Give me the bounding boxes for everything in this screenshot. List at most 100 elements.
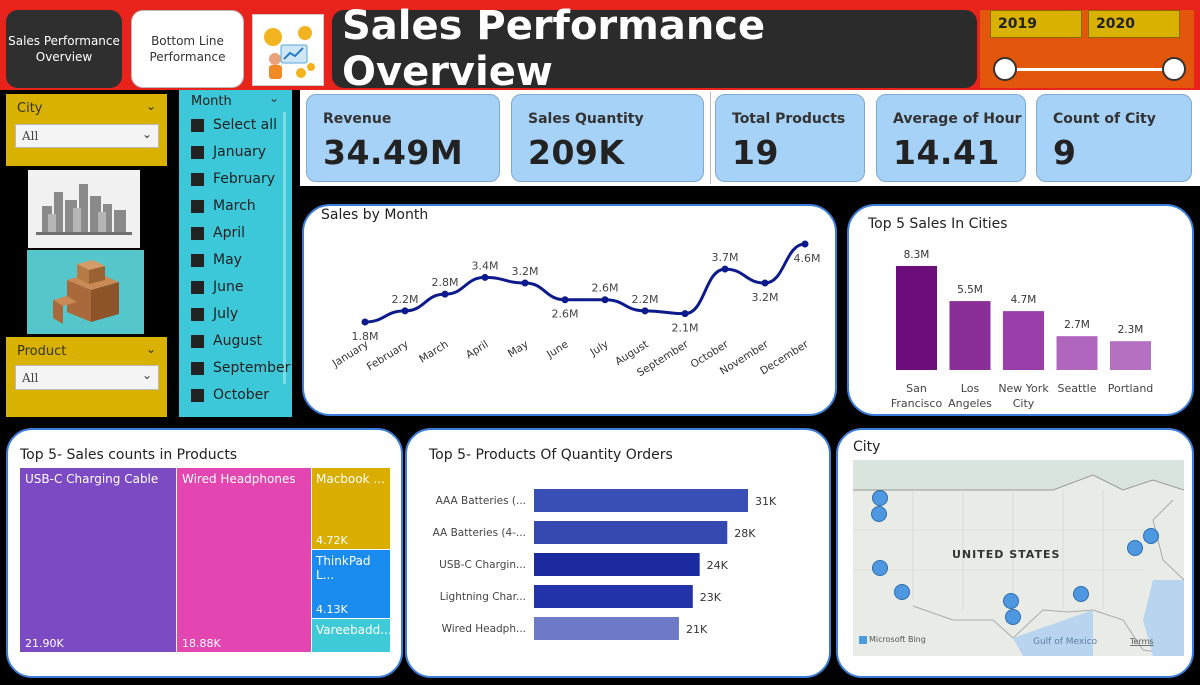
city-map-bubble[interactable] [872, 560, 888, 576]
sales-point-august[interactable] [641, 307, 649, 315]
month-option-march[interactable]: March [191, 198, 256, 214]
month-option-june[interactable]: June [191, 279, 244, 295]
product-dropdown[interactable]: All ⌄ [15, 365, 159, 390]
city-bar-3[interactable] [1056, 336, 1098, 370]
sales-point-may[interactable] [521, 279, 529, 287]
month-scrollbar[interactable] [283, 112, 286, 384]
treemap-cell-macbook[interactable]: Macbook ... 4.72K [312, 468, 390, 549]
sales-point-april[interactable] [481, 273, 489, 281]
nav-sales-performance-button[interactable]: Sales Performance Overview [6, 10, 122, 88]
quantity-orders-panel[interactable]: Top 5- Products Of Quantity Orders AAA B… [405, 428, 831, 678]
month-option-select-all[interactable]: Select all [191, 117, 277, 133]
month-option-september[interactable]: September [191, 360, 290, 376]
city-tick-label: New York [998, 382, 1049, 395]
city-map-bubble[interactable] [871, 506, 887, 522]
city-bar-1[interactable] [949, 301, 991, 370]
city-bar-4[interactable] [1110, 341, 1151, 370]
product-sales-treemap-panel[interactable]: Top 5- Sales counts in Products USB-C Ch… [6, 428, 403, 678]
month-checkbox[interactable] [191, 307, 204, 321]
sales-point-december[interactable] [801, 240, 809, 248]
city-tick-label: Angeles [948, 397, 992, 410]
month-checkbox[interactable] [191, 118, 204, 132]
sales-point-september[interactable] [681, 310, 689, 318]
kpi-divider [710, 92, 711, 184]
treemap-cell-thinkpad[interactable]: ThinkPad L... 4.13K [312, 550, 390, 618]
city-bar-label: 2.3M [1118, 324, 1144, 336]
month-option-july[interactable]: July [191, 306, 238, 322]
map-canvas[interactable]: UNITED STATES Gulf of Mexico Microsoft B… [853, 460, 1184, 656]
month-checkbox[interactable] [191, 199, 204, 213]
city-map-bubble[interactable] [872, 490, 888, 506]
sales-point-june[interactable] [561, 296, 569, 304]
month-option-label: February [213, 171, 276, 187]
treemap-cell-wired-headphones[interactable]: Wired Headphones 18.88K [177, 468, 311, 652]
city-tick-label: Los [961, 382, 980, 395]
treemap-cell-vareebadd[interactable]: Vareebadd... [312, 619, 392, 652]
product-collapse-chevron-icon[interactable]: ⌄ [146, 342, 157, 356]
city-map-bubble[interactable] [894, 584, 910, 600]
month-option-label: Select all [213, 117, 277, 133]
sales-point-february[interactable] [401, 307, 409, 315]
sales-by-month-panel[interactable]: Sales by Month 1.8M January 2.2M February 2.… [302, 204, 837, 416]
sales-point-january[interactable] [361, 318, 369, 326]
quantity-bar-4[interactable] [534, 617, 679, 640]
city-map-panel[interactable]: City UNITED STATES Gulf of Mexico Micros… [836, 428, 1194, 678]
sales-point-october[interactable] [721, 265, 729, 273]
treemap-cell-usb-c-name: USB-C Charging Cable [25, 472, 159, 486]
kpi-sales-quantity-label: Sales Quantity [528, 111, 644, 127]
city-dropdown[interactable]: All ⌄ [15, 124, 159, 148]
month-checkbox[interactable] [191, 361, 204, 375]
treemap-cell-usb-c[interactable]: USB-C Charging Cable 21.90K [20, 468, 176, 652]
year-slider-start-handle[interactable] [993, 57, 1017, 81]
month-option-october[interactable]: October [191, 387, 269, 403]
quantity-bar-1[interactable] [534, 521, 728, 544]
city-bar-0[interactable] [896, 266, 937, 370]
sales-data-label: 4.6M [794, 252, 821, 265]
city-collapse-chevron-icon[interactable]: ⌄ [146, 99, 157, 113]
product-dropdown-value: All [22, 370, 39, 385]
sales-month-tick: July [587, 338, 610, 359]
month-checkbox[interactable] [191, 388, 204, 402]
month-checkbox[interactable] [191, 280, 204, 294]
month-checkbox[interactable] [191, 172, 204, 186]
quantity-bar-0[interactable] [534, 489, 748, 512]
city-map-bubble[interactable] [1003, 593, 1019, 609]
quantity-bar-label: 31K [755, 495, 777, 508]
quantity-bar-2[interactable] [534, 553, 700, 576]
sales-point-november[interactable] [761, 279, 769, 287]
city-tick-label: Seattle [1058, 382, 1097, 395]
treemap-title: Top 5- Sales counts in Products [20, 447, 238, 463]
city-map-bubble[interactable] [1005, 609, 1021, 625]
city-map-bubble[interactable] [1127, 540, 1143, 556]
top-cities-panel[interactable]: Top 5 Sales In Cities 8.3M San Francisco 5.… [847, 204, 1194, 416]
city-bar-2[interactable] [1003, 311, 1044, 370]
quantity-tick-label: AA Batteries (4-... [433, 527, 526, 539]
year-start-box[interactable]: 2019 [990, 10, 1082, 38]
kpi-sales-quantity-value: 209K [528, 133, 625, 172]
year-end-box[interactable]: 2020 [1088, 10, 1180, 38]
month-option-august[interactable]: August [191, 333, 262, 349]
month-checkbox[interactable] [191, 226, 204, 240]
nav-bottom-line-button[interactable]: Bottom Line Performance [131, 10, 244, 88]
month-checkbox[interactable] [191, 253, 204, 267]
month-option-february[interactable]: February [191, 171, 275, 187]
kpi-revenue-label: Revenue [323, 111, 392, 127]
city-map-bubble[interactable] [1143, 528, 1159, 544]
sales-illustration-logo [252, 14, 324, 86]
month-option-may[interactable]: May [191, 252, 242, 268]
product-dropdown-chevron-icon: ⌄ [142, 368, 153, 382]
quantity-bar-3[interactable] [534, 585, 693, 608]
month-checkbox[interactable] [191, 334, 204, 348]
month-collapse-chevron-icon[interactable]: ⌄ [269, 91, 280, 105]
sales-point-july[interactable] [601, 296, 609, 304]
year-slider-track[interactable] [1006, 68, 1174, 71]
city-map-bubble[interactable] [1073, 586, 1089, 602]
kpi-card-sales-quantity: Sales Quantity 209K [511, 94, 704, 182]
map-terms-link[interactable]: Terms [1129, 637, 1154, 646]
month-option-january[interactable]: January [191, 144, 266, 160]
month-checkbox[interactable] [191, 145, 204, 159]
top-cities-chart: 8.3M San Francisco 5.5M Los Angeles 4.7M New Yo… [891, 249, 1153, 410]
year-slider-end-handle[interactable] [1162, 57, 1186, 81]
month-option-april[interactable]: April [191, 225, 245, 241]
sales-point-march[interactable] [441, 290, 449, 298]
